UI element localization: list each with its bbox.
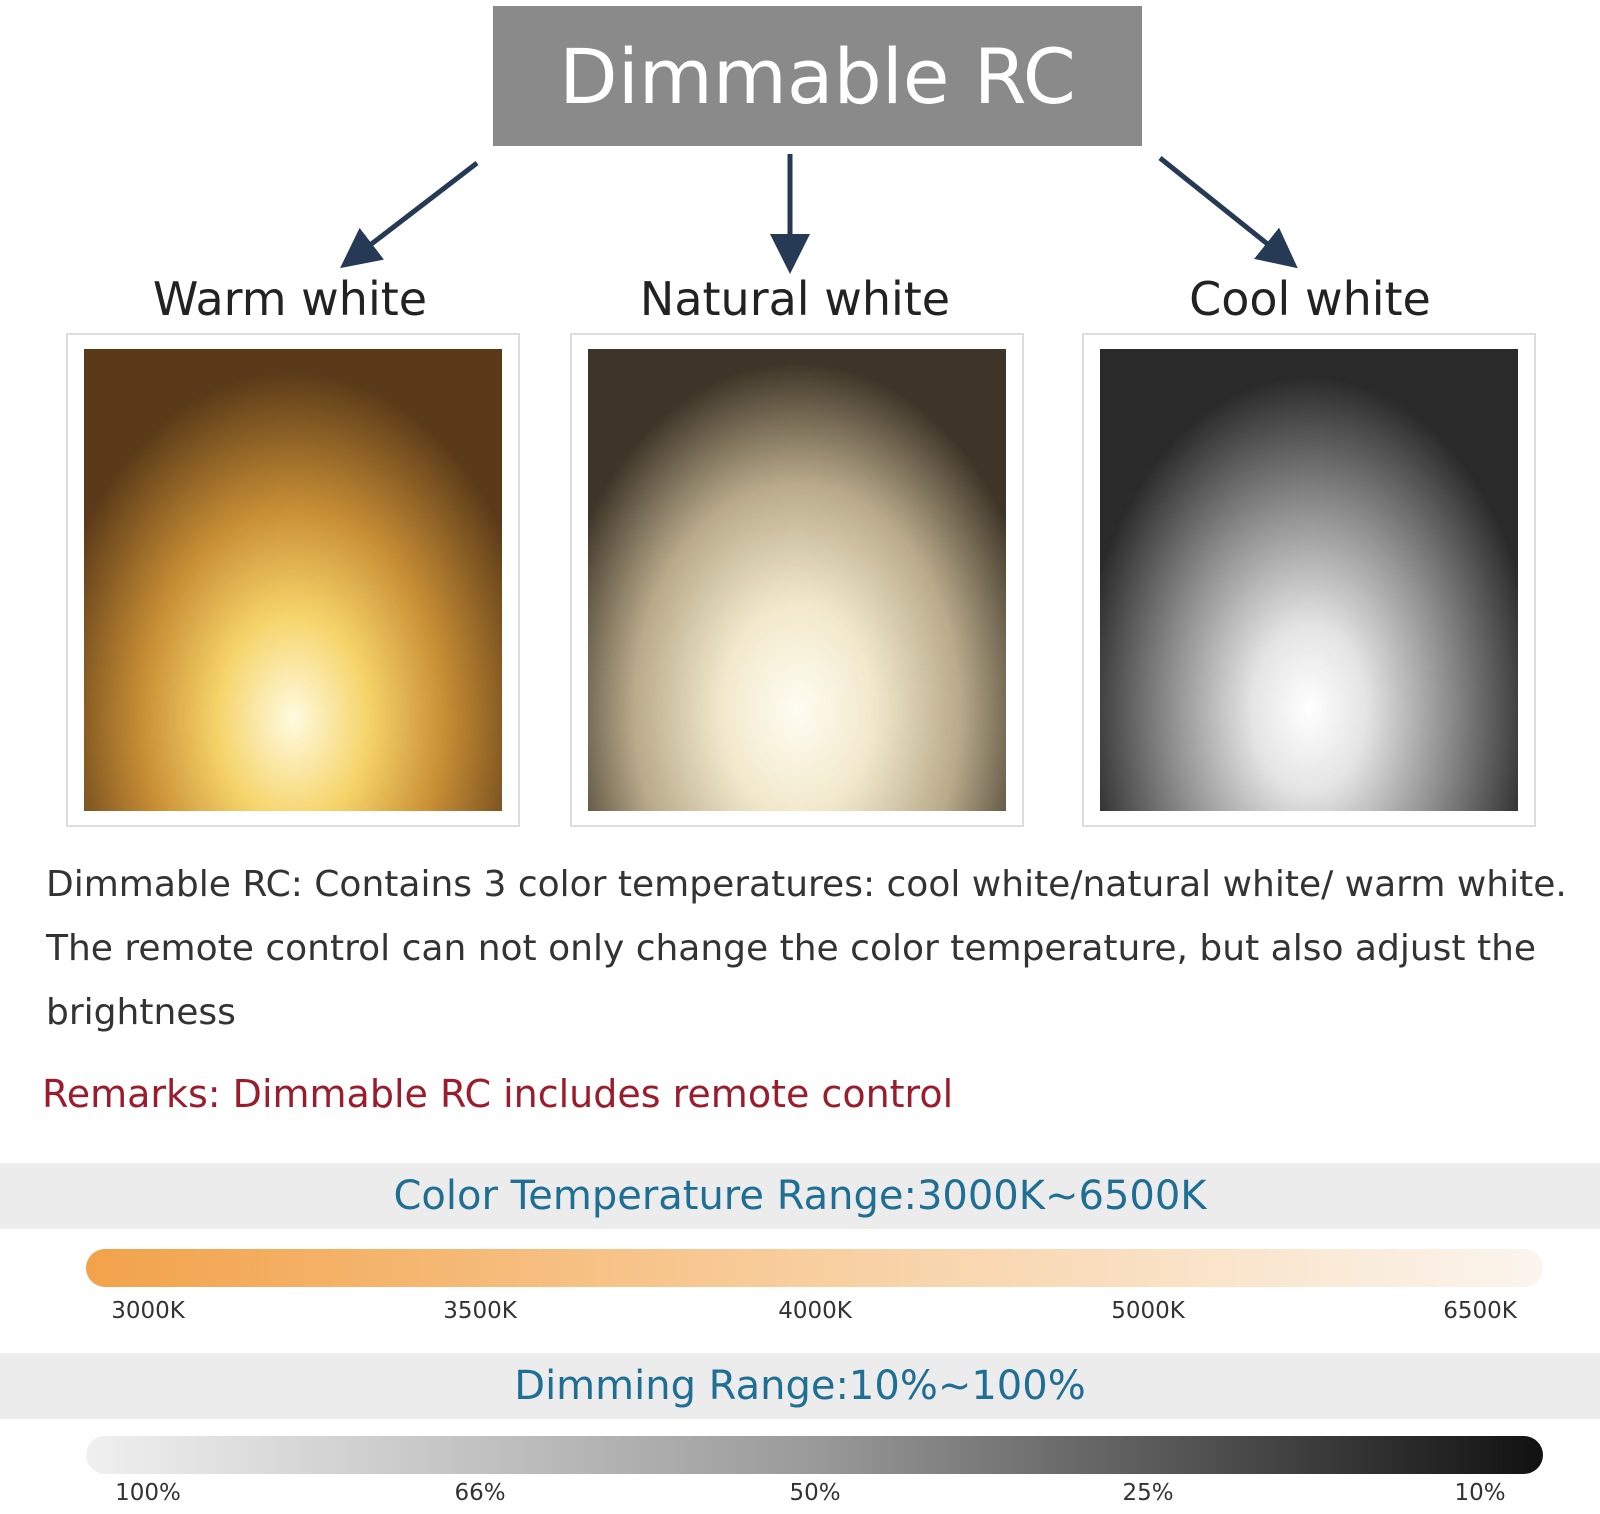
warm-panel — [66, 333, 520, 827]
range-label: 50% — [789, 1480, 841, 1506]
panel-label: Warm white — [152, 272, 428, 326]
range-label: 4000K — [778, 1298, 852, 1324]
range-label: 6500K — [1443, 1298, 1517, 1324]
range-label: 3000K — [111, 1298, 185, 1324]
range-label: 3500K — [443, 1298, 517, 1324]
band-title: Color Temperature Range:3000K~6500K — [0, 1163, 1600, 1229]
cool-panel — [1082, 333, 1536, 827]
remarks: Remarks: Dimmable RC includes remote con… — [42, 1072, 954, 1116]
panel-label: Cool white — [1189, 272, 1431, 326]
dimming-bar — [86, 1436, 1543, 1474]
range-label: 10% — [1454, 1480, 1506, 1506]
natural-panel — [570, 333, 1024, 827]
range-label: 100% — [115, 1480, 181, 1506]
arrows — [340, 154, 1298, 274]
description: Dimmable RC: Contains 3 color temperatur… — [46, 864, 1567, 1033]
band-title: Dimming Range:10%~100% — [0, 1353, 1600, 1419]
title: Dimmable RC — [493, 6, 1142, 146]
panel-label: Natural white — [639, 272, 951, 326]
range-label: 66% — [454, 1480, 506, 1506]
temperature-bar — [86, 1249, 1543, 1287]
range-label: 25% — [1122, 1480, 1174, 1506]
range-label: 5000K — [1111, 1298, 1185, 1324]
